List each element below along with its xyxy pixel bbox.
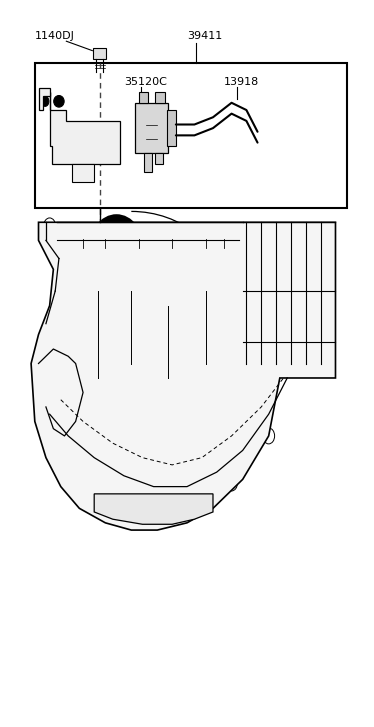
Ellipse shape (54, 113, 64, 124)
Ellipse shape (89, 215, 144, 287)
Text: 1140DJ: 1140DJ (35, 31, 75, 41)
Bar (166, 110, 176, 146)
Text: 35120C: 35120C (124, 77, 167, 87)
Ellipse shape (55, 130, 63, 140)
Text: 39411: 39411 (187, 31, 222, 41)
Bar (72, 164, 94, 182)
Ellipse shape (54, 95, 64, 107)
Text: 13918: 13918 (224, 77, 260, 87)
Ellipse shape (59, 300, 70, 314)
Bar (93, 48, 107, 60)
Bar (35, 63, 347, 208)
Bar (144, 153, 152, 172)
Bar (139, 92, 148, 103)
Bar (156, 92, 165, 103)
Ellipse shape (180, 246, 194, 265)
Polygon shape (31, 222, 335, 530)
Bar (156, 153, 163, 164)
Ellipse shape (135, 487, 150, 507)
Bar (135, 103, 168, 153)
Ellipse shape (42, 96, 49, 106)
Polygon shape (94, 494, 213, 524)
Polygon shape (50, 92, 120, 164)
Ellipse shape (168, 226, 206, 284)
Ellipse shape (105, 237, 128, 266)
Polygon shape (39, 88, 50, 110)
